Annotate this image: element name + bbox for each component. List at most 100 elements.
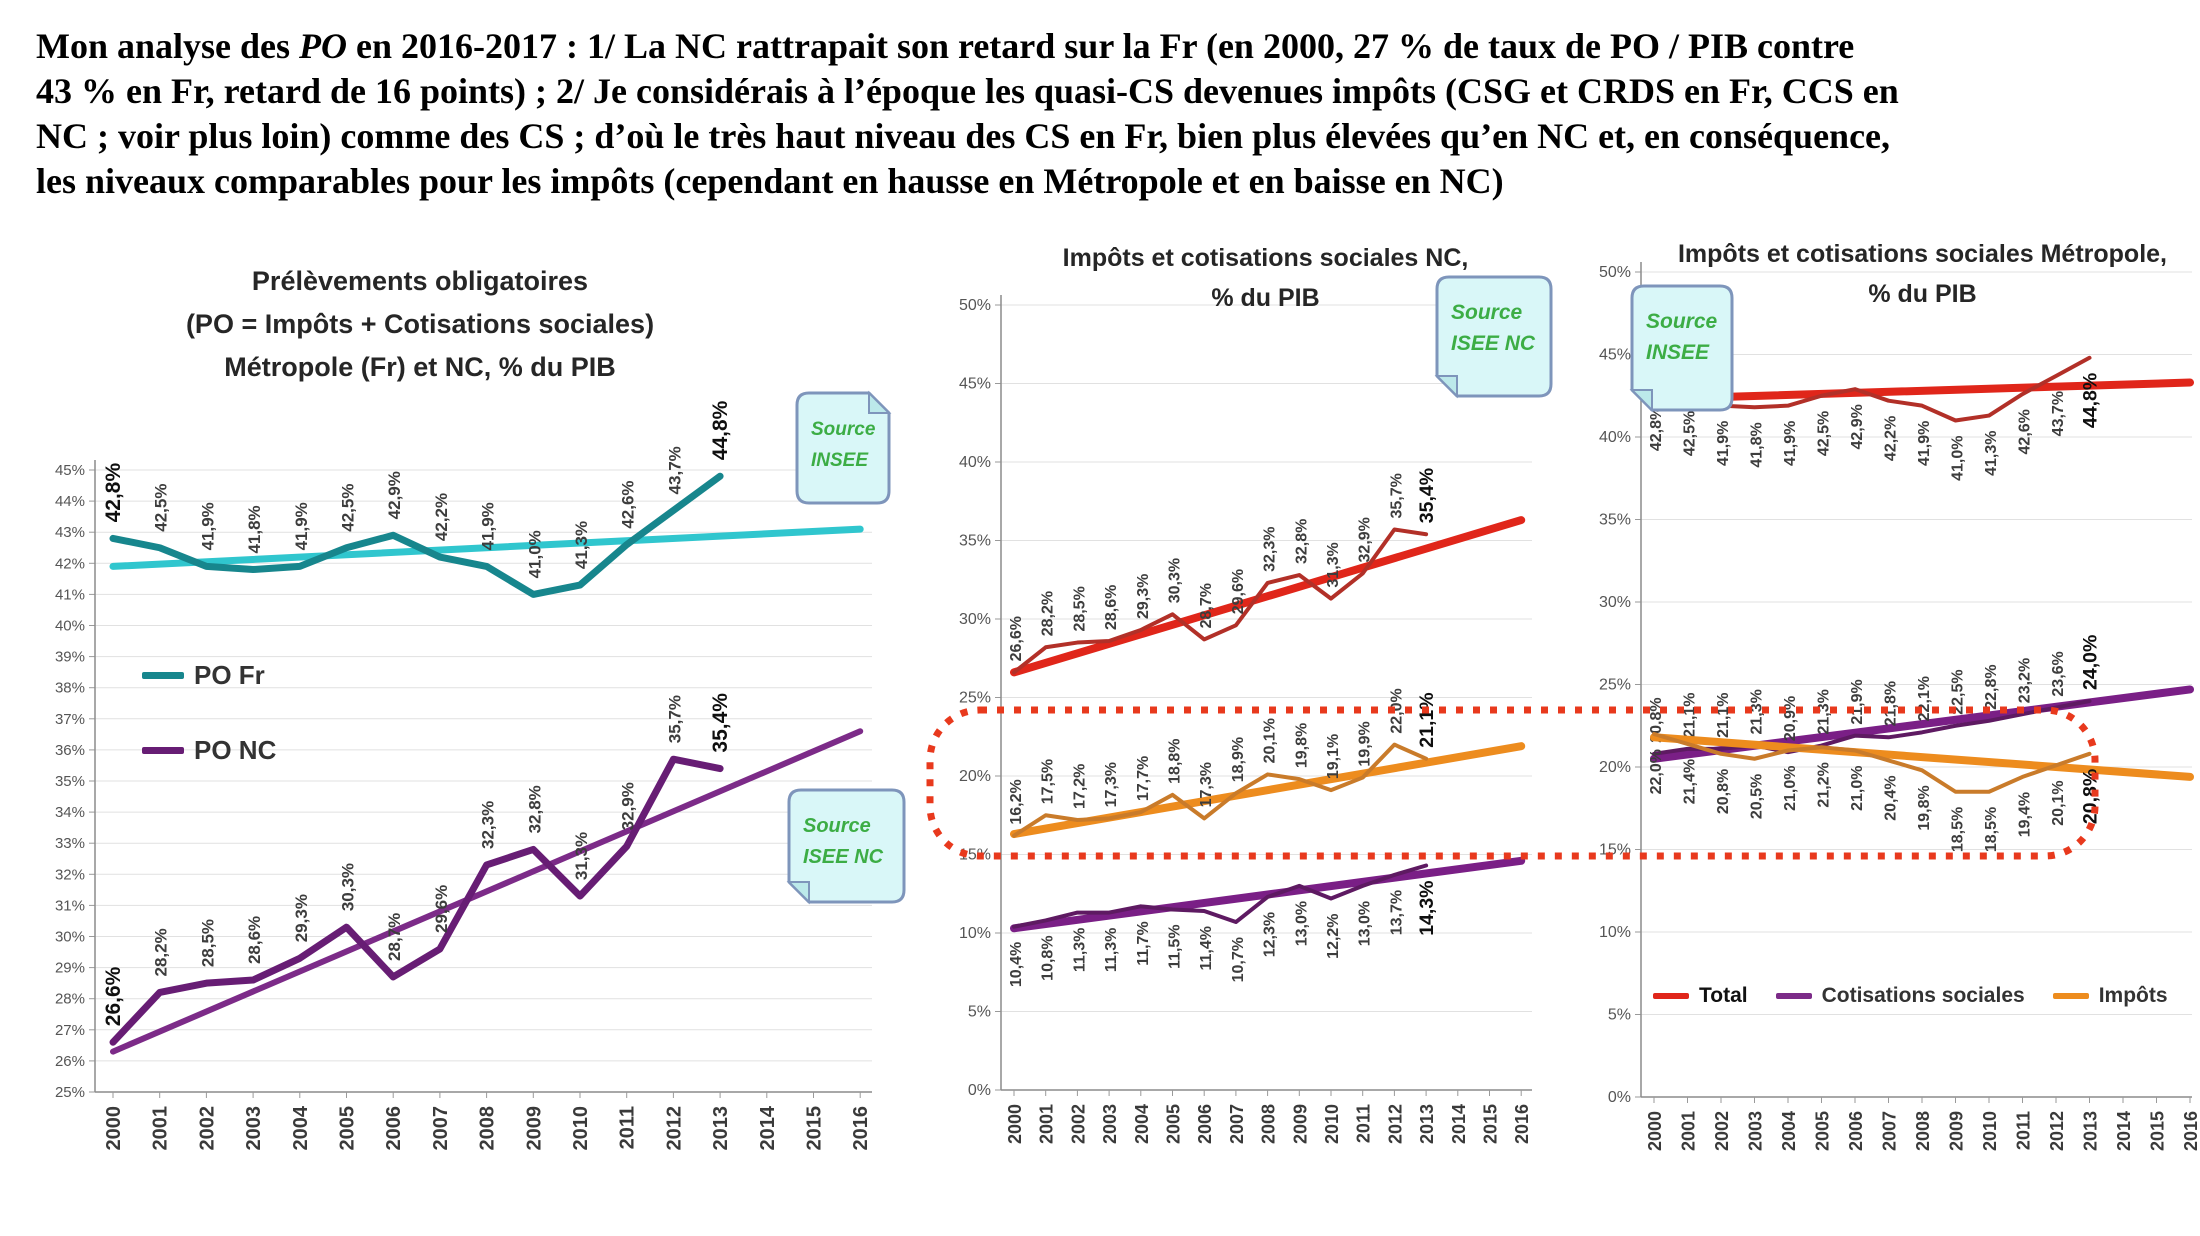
total-nc-value-label: 28,6% [1103,585,1120,630]
y-tick-label: 0% [968,1082,991,1099]
total-nc-trendline [1010,516,1526,677]
x-tick-label: 2015 [804,1106,826,1151]
chart-title-line: (PO = Impôts + Cotisations sociales) [185,309,655,339]
impots-fr-value-label: 18,5% [1950,807,1967,852]
impots-fr-value-label: 20,5% [1749,774,1766,819]
y-tick-label: 44% [55,493,85,510]
legend-label: PO NC [194,735,277,765]
cs-fr-value-label: 22,1% [1916,676,1933,721]
source-callout-shape [787,788,906,904]
cs-fr-value-label: 24,0% [2080,635,2102,690]
x-tick-label: 2006 [1195,1104,1215,1144]
total-fr-value-label: 41,3% [1983,431,2000,476]
total-fr-value-label: 42,8% [1648,406,1665,451]
y-tick-label: 45% [959,376,991,393]
source-callout: Source INSEE [1629,284,1734,413]
po-nc-value-label: 28,2% [152,928,171,976]
source-callout-text: Source [811,419,876,440]
total-fr-value-label: 42,6% [2017,409,2034,454]
po-fr-value-label: 42,9% [385,471,404,519]
total-fr-value-label: 41,8% [1749,422,1766,467]
impots-nc-labels: 16,2% 17,5% 17,2% 17,3% 17,7% 18,8% 17,3% 18,9%… [1008,688,1438,824]
source-callout-text: INSEE [811,450,869,471]
po-nc-value-label: 31,3% [572,832,591,880]
legend-item-imp-ts: Impôts [2052,984,2168,1008]
total-nc-value-label: 32,9% [1357,517,1374,562]
x-tick-label: 2009 [1290,1104,1310,1144]
impots-nc-value-label: 18,9% [1230,737,1247,782]
folded-corner-icon [868,390,892,414]
total-nc-value-label: 32,3% [1262,527,1279,572]
note-text: les niveaux comparables pour les impôts … [36,161,1504,201]
x-tick-label: 2012 [1385,1104,1405,1144]
x-tick-label: 2001 [1037,1104,1057,1144]
x-tick-label: 2003 [1100,1104,1120,1144]
po-nc-value-label: 30,3% [339,863,358,911]
analysis-note: Mon analyse des PO en 2016-2017 : 1/ La … [36,24,2176,204]
x-tick-label: 2000 [103,1106,125,1151]
x-tick-label: 2014 [2114,1111,2134,1151]
po-fr-value-label: 41,0% [525,530,544,578]
po-fr-value-label: 42,5% [152,484,171,532]
x-tick-label: 2014 [757,1105,779,1150]
total-fr-value-label: 41,9% [1782,421,1799,466]
cs-fr-value-label: 21,9% [1849,679,1866,724]
chart-title-line: % du PIB [1211,284,1320,312]
y-tick-label: 37% [55,711,85,728]
impots-fr-value-label: 22,0% [1648,749,1665,794]
po-fr-line [109,472,724,598]
po-nc-value-label: 32,8% [525,785,544,833]
cs-nc-value-label: 11,5% [1167,924,1184,968]
x-tick-label: 2002 [196,1106,218,1151]
impots-fr-value-label: 20,4% [1883,775,1900,820]
note-text: en 2016-2017 : 1/ La NC rattrapait son r… [347,26,1855,66]
x-tick-label: 2015 [2148,1111,2168,1151]
po-fr-value-label: 41,3% [572,521,591,569]
total-nc-value-label: 35,7% [1388,473,1405,518]
y-tick-label: 10% [959,925,991,942]
x-tick-label: 2002 [1068,1104,1088,1144]
cs-fr-value-label: 21,3% [1816,689,1833,734]
cs-nc-value-label: 12,2% [1325,913,1342,958]
cs-nc-line [1012,863,1429,929]
x-tick-label: 2008 [1913,1111,1933,1151]
impots-nc-value-label: 17,5% [1040,759,1057,804]
y-tick-label: 0% [1608,1089,1631,1106]
po-nc-value-label: 32,3% [479,801,498,849]
po-nc-value-label: 28,5% [198,919,217,967]
po-fr-value-label: 42,2% [432,493,451,541]
source-callout-shape [795,391,891,505]
chart-po-fr-nc: 45% 44% 43% 42% 41% 40% 39% 38% 37% 36% 35% 34% 33% 3… [55,400,872,1150]
x-tick-label: 2016 [850,1106,872,1151]
y-tick-label: 39% [55,649,85,666]
legend-label: Impôts [2098,984,2168,1007]
po-nc-value-label: 35,7% [665,695,684,743]
impots-fr-value-label: 19,4% [2017,792,2034,837]
y-tick-label: 5% [1608,1007,1631,1024]
chart-ics-nc: 50%45%40%35%30%25%20%15%10%5%0%2000 2001 2… [959,295,1532,1144]
x-tick-label: 2002 [1712,1111,1732,1151]
y-tick-label: 10% [1599,924,1631,941]
folded-corner-icon [1434,375,1458,399]
total-nc-labels: 26,6% 28,2% 28,5% 28,6% 29,3% 30,3% 28,7% 29,6%… [1008,468,1438,661]
total-fr-trendline [1650,378,2194,404]
y-tick-label: 50% [959,297,991,314]
impots-nc-value-label: 19,9% [1357,721,1374,766]
y-tick-label: 42% [55,555,85,572]
x-tick-label: 2011 [1354,1104,1374,1143]
y-tick-label: 45% [55,462,85,479]
x-tick-label: 2010 [1322,1104,1342,1144]
y-tick-label: 25% [959,690,991,707]
total-fr-value-label: 41,9% [1715,421,1732,466]
analysis-note-line-2: 43 % en Fr, retard de 16 points) ; 2/ Je… [36,69,2176,114]
analysis-note-line-4: les niveaux comparables pour les impôts … [36,159,2176,204]
source-callout-shape [1435,275,1553,398]
impots-fr-line [1652,732,2092,794]
x-tick-label: 2013 [1417,1104,1437,1144]
x-tick-label: 2005 [337,1106,359,1151]
total-nc-value-label: 29,3% [1135,574,1152,619]
note-text: NC ; voir plus loin) comme des CS ; d’où… [36,116,1891,156]
total-nc-value-label: 30,3% [1167,558,1184,603]
po-fr-value-label: 44,8% [709,400,732,460]
y-tick-label: 40% [55,618,85,635]
